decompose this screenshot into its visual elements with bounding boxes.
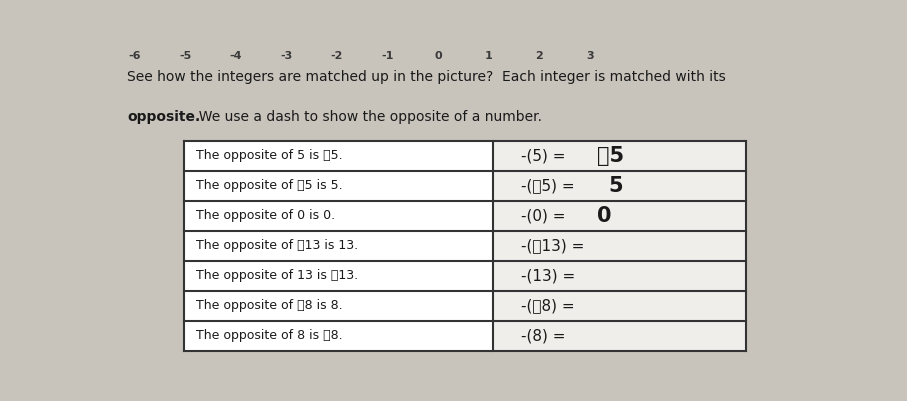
Text: -3: -3 [280, 51, 292, 61]
Text: -2: -2 [331, 51, 343, 61]
Text: -(8) =: -(8) = [521, 328, 566, 343]
Text: The opposite of 13 is 13.: The opposite of 13 is 13. [196, 239, 358, 252]
Text: -6: -6 [128, 51, 141, 61]
Text: See how the integers are matched up in the picture?  Each integer is matched wit: See how the integers are matched up in t… [127, 70, 727, 84]
Text: -(5) =: -(5) = [521, 178, 580, 193]
Text: 1: 1 [485, 51, 493, 61]
Text: 5: 5 [609, 176, 623, 196]
Text: -4: -4 [229, 51, 242, 61]
Text: The opposite of 5 is 5.: The opposite of 5 is 5. [196, 179, 343, 192]
Text: The opposite of 5 is 5.: The opposite of 5 is 5. [196, 149, 343, 162]
Text: The opposite of 0 is 0.: The opposite of 0 is 0. [196, 209, 336, 222]
Text: -5: -5 [179, 51, 191, 61]
Text: 0: 0 [434, 51, 442, 61]
Text: -(13) =: -(13) = [521, 238, 584, 253]
Text: 5: 5 [598, 146, 624, 166]
Text: 2: 2 [535, 51, 543, 61]
Text: -(0) =: -(0) = [521, 208, 571, 223]
Text: -(8) =: -(8) = [521, 298, 575, 313]
Text: -1: -1 [381, 51, 394, 61]
Text: 0: 0 [598, 206, 612, 226]
Text: The opposite of 13 is 13.: The opposite of 13 is 13. [196, 269, 358, 282]
Text: opposite.: opposite. [127, 110, 200, 124]
Text: The opposite of 8 is 8.: The opposite of 8 is 8. [196, 329, 343, 342]
Bar [493, 141, 746, 351]
Text: -(13) =: -(13) = [521, 268, 575, 283]
Text: -(5) =: -(5) = [521, 148, 571, 163]
Text: 3: 3 [586, 51, 594, 61]
Bar [183, 141, 493, 351]
Text: We use a dash to show the opposite of a number.: We use a dash to show the opposite of a … [190, 110, 542, 124]
Text: The opposite of 8 is 8.: The opposite of 8 is 8. [196, 299, 343, 312]
